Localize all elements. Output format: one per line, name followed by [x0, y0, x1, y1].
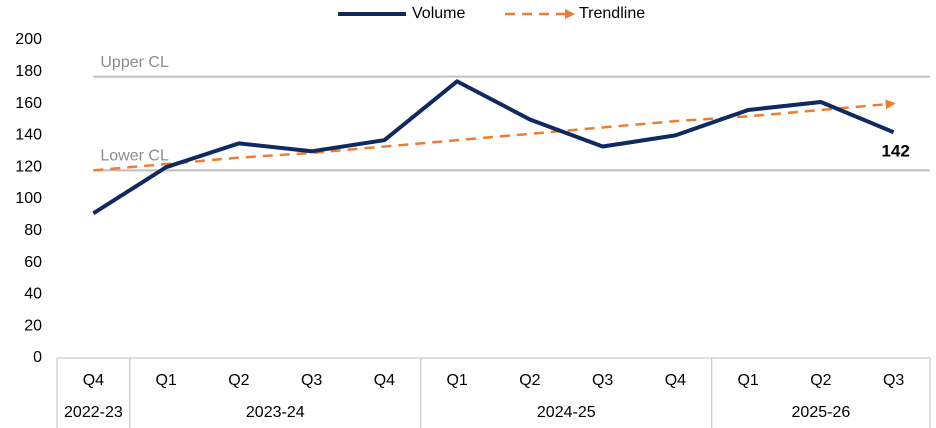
y-tick-label: 60 — [24, 254, 42, 271]
x-tick-label: Q4 — [374, 372, 395, 389]
group-label: 2023-24 — [246, 404, 305, 421]
x-tick-label: Q4 — [665, 372, 686, 389]
data-label: 142 — [881, 142, 909, 161]
x-tick-label: Q1 — [737, 372, 758, 389]
y-tick-label: 160 — [15, 95, 42, 112]
y-tick-label: 140 — [15, 127, 42, 144]
x-tick-label: Q2 — [810, 372, 831, 389]
x-tick-label: Q1 — [155, 372, 176, 389]
y-tick-label: 40 — [24, 286, 42, 303]
x-tick-label: Q3 — [592, 372, 613, 389]
y-tick-label: 0 — [33, 349, 42, 366]
y-tick-label: 80 — [24, 222, 42, 239]
reference-label: Lower CL — [100, 148, 169, 165]
series-line — [92, 79, 895, 215]
x-tick-label: Q4 — [83, 372, 104, 389]
y-tick-label: 200 — [15, 31, 42, 48]
x-tick-label: Q1 — [446, 372, 467, 389]
y-tick-label: 100 — [15, 190, 42, 207]
group-label: 2022-23 — [64, 404, 123, 421]
x-tick-label: Q2 — [519, 372, 540, 389]
group-label: 2024-25 — [537, 404, 596, 421]
legend-label: Trendline — [579, 5, 645, 22]
x-tick-label: Q3 — [883, 372, 904, 389]
y-tick-label: 180 — [15, 63, 42, 80]
trend-line — [93, 99, 896, 172]
y-tick-label: 20 — [24, 317, 42, 334]
x-tick-label: Q3 — [301, 372, 322, 389]
reference-label: Upper CL — [100, 54, 169, 71]
x-tick-label: Q2 — [228, 372, 249, 389]
group-label: 2025-26 — [792, 404, 851, 421]
y-tick-label: 120 — [15, 158, 42, 175]
legend-label: Volume — [412, 5, 465, 22]
